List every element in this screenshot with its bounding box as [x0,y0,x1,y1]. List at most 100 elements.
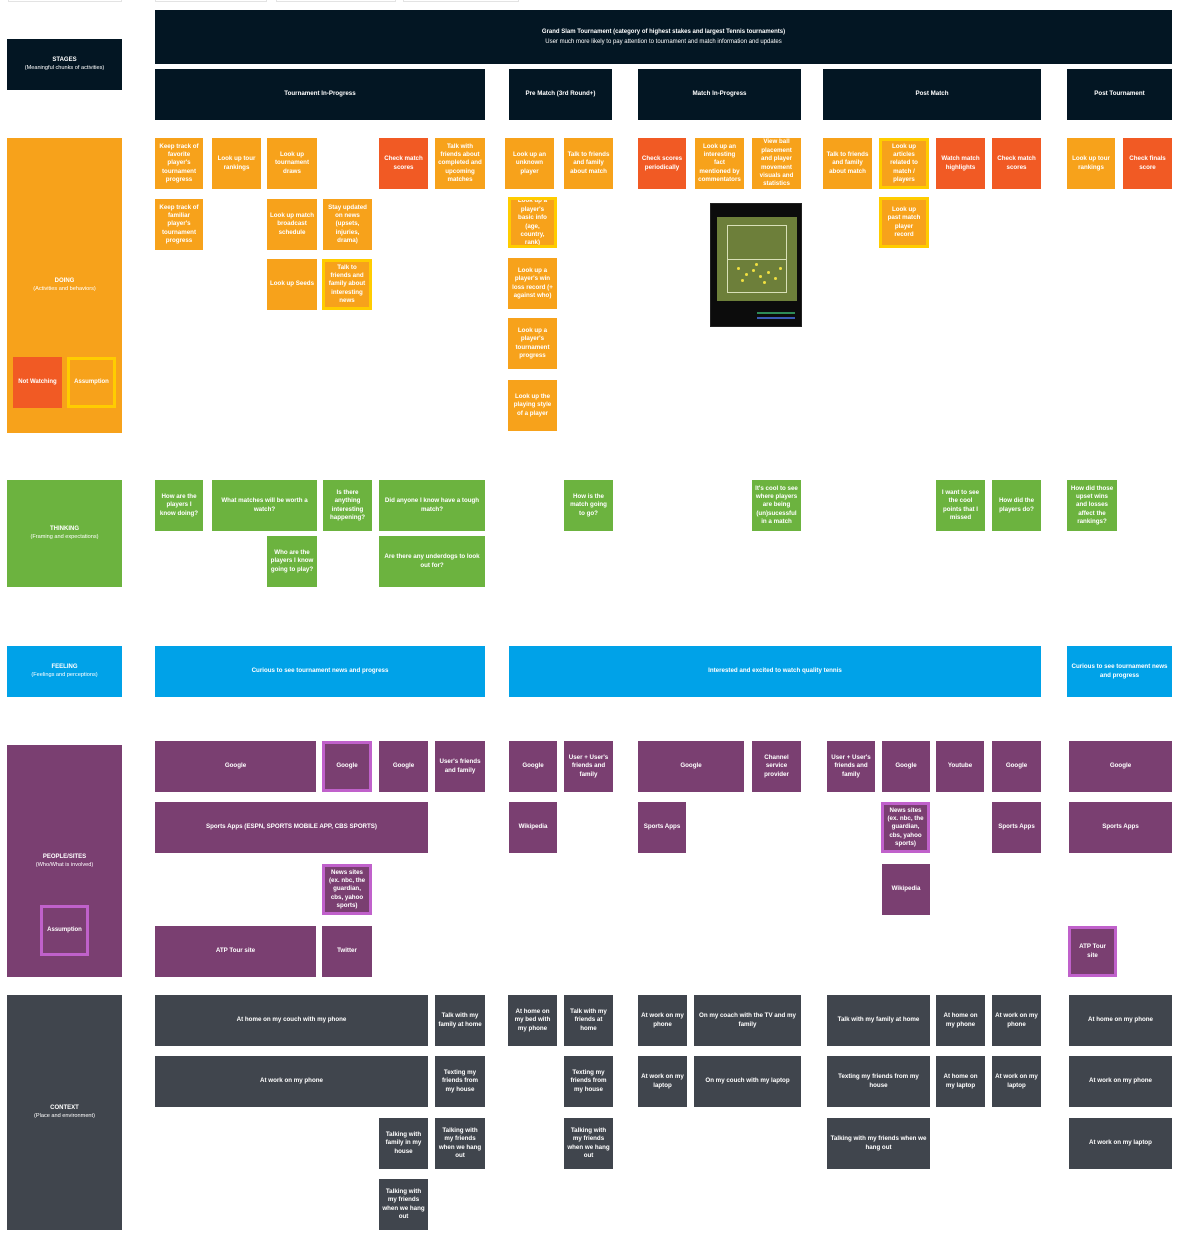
lane-title: DOING [54,278,75,285]
doing-note-not-watching: Check match scores [992,138,1041,189]
people-note: Channel service provider [752,741,801,792]
stage-post-tournament: Post Tournament [1067,69,1172,120]
note-text: Watch match highlights [941,155,980,171]
doing-note: Look up a player's win loss record (+ ag… [508,258,557,309]
thinking-note: I want to see the cool points that I mis… [936,480,985,531]
note-text: It's cool to see where players are being… [755,484,798,526]
note-text: At work on my phone [641,1012,684,1028]
stat-bar [757,312,795,314]
legend-assumption-purple: Assumption [40,905,89,956]
thinking-note: What matches will be worth a watch? [212,480,317,531]
context-note: Talking with family in my house [379,1118,428,1169]
note-text: User + User's friends and family [831,753,871,778]
note-text: At home on my phone [1088,1016,1153,1024]
note-text: Twitter [337,947,357,955]
people-note: Youtube [936,741,984,792]
note-text: Check finals score [1129,155,1166,171]
ball-placement-dot [752,269,755,272]
context-note: At work on my phone [155,1056,428,1107]
lane-title: FEELING [51,664,78,671]
note-text: What matches will be worth a watch? [221,497,308,513]
note-text: At work on my phone [995,1012,1038,1028]
note-text: Are there any underdogs to look out for? [384,553,480,569]
stage-tournament-in-progress: Tournament In-Progress [155,69,485,120]
lane-stages: STAGES (Meaningful chunks of activities) [7,39,122,90]
lane-title: STAGES [52,57,77,64]
people-note: Twitter [322,926,372,977]
top-tab [403,0,519,2]
note-text: User + User's friends and family [568,753,609,778]
note-text: Look up a player's tournament progress [515,326,550,359]
doing-note: Keep track of familiar player's tourname… [155,199,203,250]
people-note-assumption: ATP Tour site [1068,926,1117,977]
tennis-court-image [717,217,797,301]
legend-not-watching: Not Watching [13,357,62,408]
note-text: How did the players do? [998,497,1035,513]
note-text: Look up the playing style of a player [513,392,552,417]
people-note: Wikipedia [882,864,930,915]
feeling-note: Curious to see tournament news and progr… [1067,646,1172,697]
doing-note: View ball placement and player movement … [752,138,801,189]
context-note: At home on my couch with my phone [155,995,428,1046]
note-text: Channel service provider [764,753,789,778]
doing-note-not-watching: Watch match highlights [936,138,985,189]
people-note: Google [638,741,744,792]
court-visualization-screenshot [710,203,802,327]
note-text: Talking with my friends when we hang out [567,1126,610,1159]
thinking-note: How are the players I know doing? [155,480,203,531]
legend-label: Assumption [74,379,109,386]
note-text: Check scores periodically [641,155,683,171]
note-text: At work on my phone [1089,1077,1152,1085]
note-text: Look up tour rankings [1072,155,1110,171]
lane-subtitle: (Who/What is involved) [35,861,94,868]
people-note: Google [1069,741,1172,792]
grand-slam-header: Grand Slam Tournament (category of highe… [155,10,1172,64]
context-note: At home on my laptop [936,1056,985,1107]
context-note: Talking with my friends when we hang out [379,1179,428,1230]
context-note: Texting my friends from my house [435,1056,485,1107]
legend-label: Assumption [47,927,82,934]
stage-pre-match: Pre Match (3rd Round+) [509,69,612,120]
doing-note: Look up tournament draws [267,138,317,189]
lane-subtitle: (Framing and expectations) [30,534,99,541]
feeling-note: Curious to see tournament news and progr… [155,646,485,697]
note-text: Google [680,762,702,770]
note-text: Check match scores [384,155,423,171]
stage-label: Post Match [915,90,949,98]
note-text: Keep track of familiar player's tourname… [159,203,199,245]
ball-placement-dot [779,267,782,270]
note-text: Stay updated on news (upsets, injuries, … [328,203,367,245]
note-text: Texting my friends from my house [570,1068,607,1093]
people-note: ATP Tour site [155,926,316,977]
note-text: Talking with family in my house [385,1130,422,1155]
lane-title: CONTEXT [50,1105,79,1112]
note-text: Sports Apps [998,823,1035,831]
people-note: Google [155,741,316,792]
context-note: Talk with my family at home [827,995,930,1046]
note-text: News sites (ex. nbc, the guardian, cbs, … [887,806,924,848]
context-note: On my coach with the TV and my family [694,995,801,1046]
people-note: Sports Apps [992,802,1041,853]
context-note: At home on my phone [936,995,985,1046]
context-note: Texting my friends from my house [827,1056,930,1107]
context-note: At work on my phone [638,995,687,1046]
people-note: User + User's friends and family [827,741,875,792]
people-note: Google [379,741,428,792]
note-text: Sports Apps (ESPN, SPORTS MOBILE APP, CB… [206,823,377,831]
lane-subtitle: (Place and environment) [34,1113,95,1120]
context-note: Texting my friends from my house [564,1056,613,1107]
people-note: Google [992,741,1041,792]
note-text: Who are the players I know going to play… [270,548,314,573]
note-text: Texting my friends from my house [838,1073,919,1089]
context-note: Talk with my friends at home [564,995,613,1046]
stage-label: Pre Match (3rd Round+) [525,90,596,98]
people-note: Sports Apps [638,802,686,853]
context-note: At work on my phone [992,995,1041,1046]
note-text: ATP Tour site [215,947,256,955]
note-text: I want to see the cool points that I mis… [941,488,980,521]
doing-note: Talk to friends and family about match [823,138,872,189]
note-text: At home on my couch with my phone [236,1016,347,1024]
doing-note: Keep track of favorite player's tourname… [155,138,203,189]
note-text: How is the match going to go? [570,492,607,517]
people-note: Wikipedia [509,802,557,853]
